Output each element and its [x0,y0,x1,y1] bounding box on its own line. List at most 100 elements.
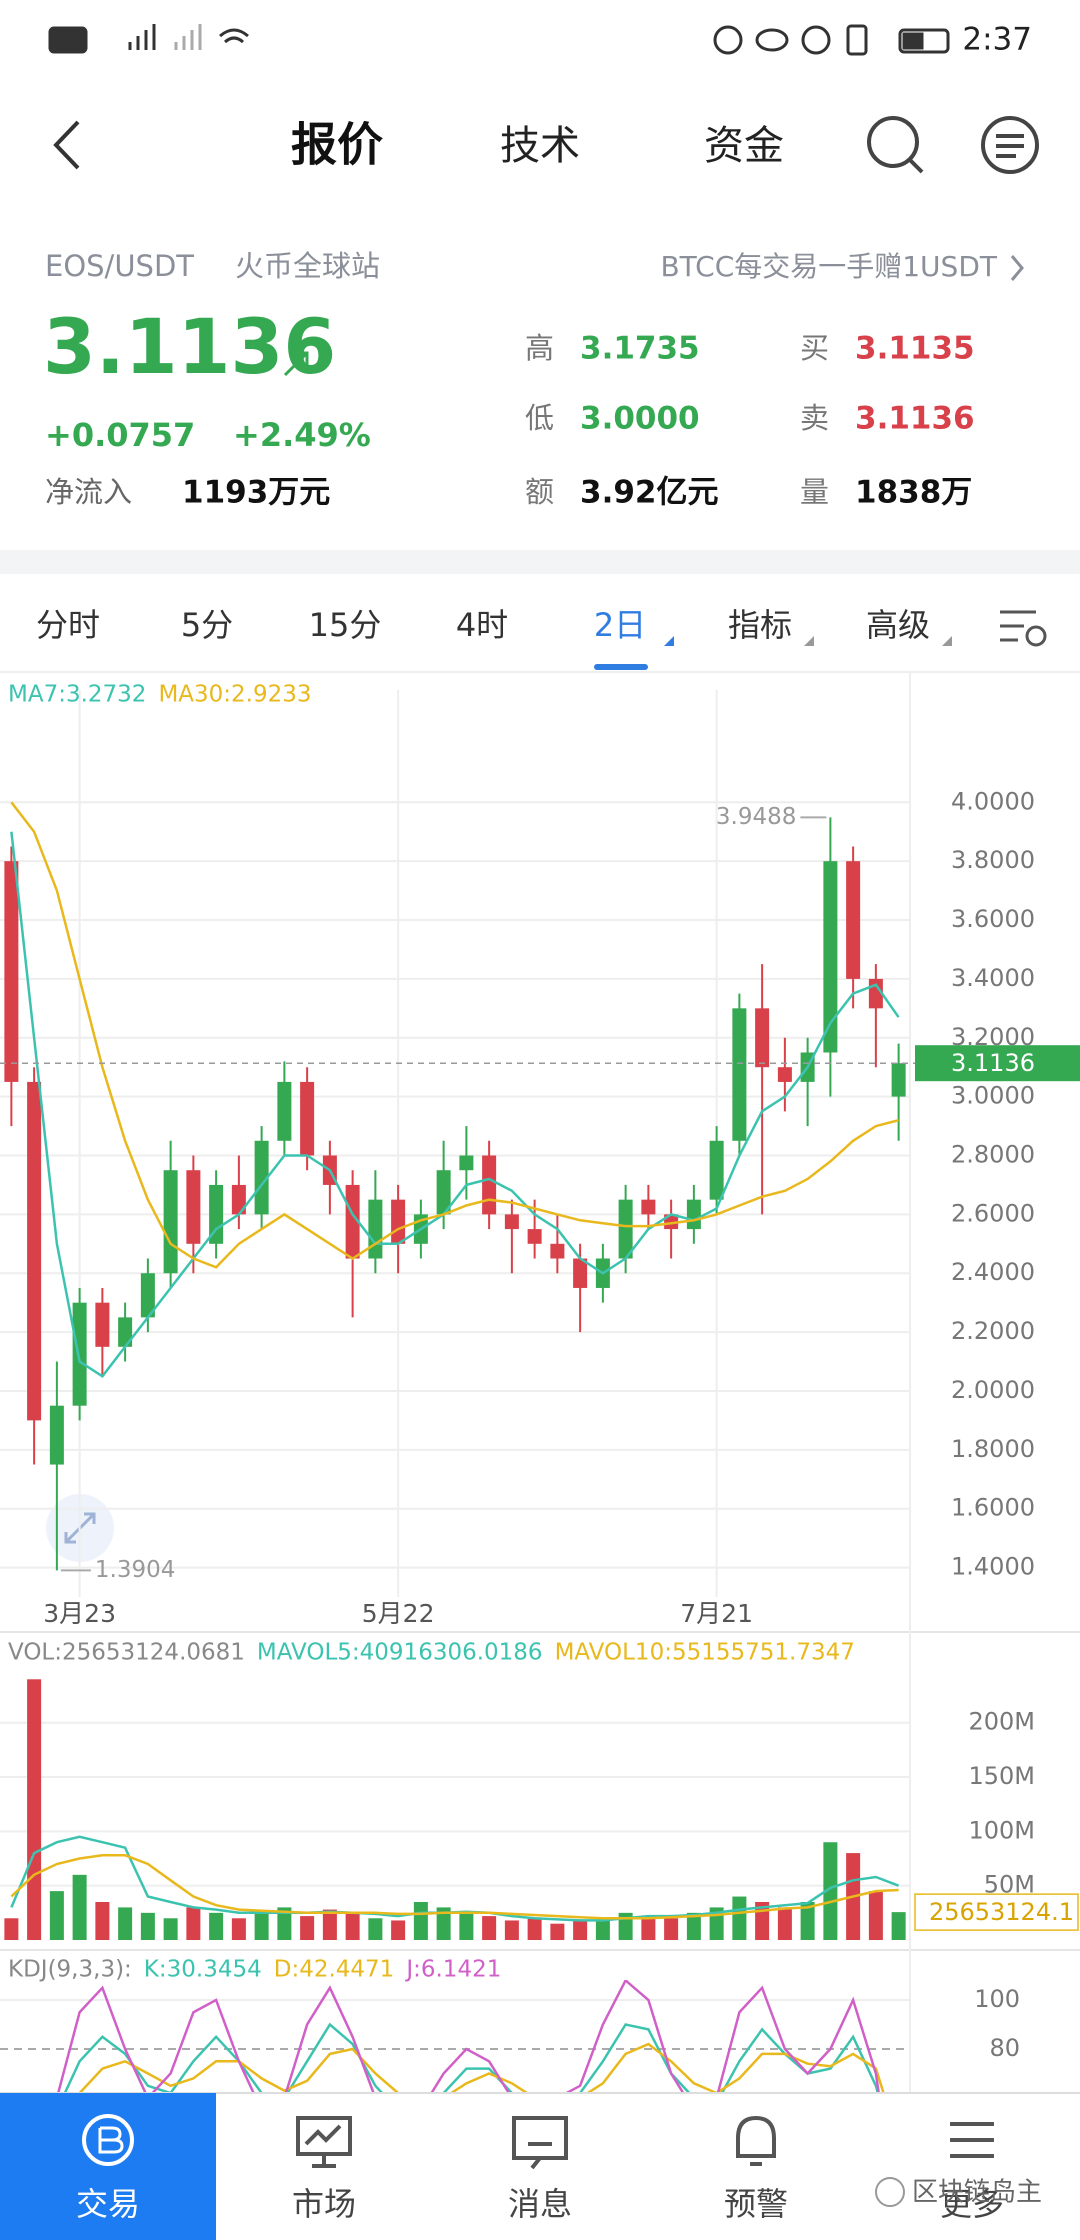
stat-label: 买 [800,331,829,365]
stat-value: 3.1136 [855,401,975,437]
y-tick-label: 3.8000 [951,846,1035,874]
separator [0,550,1080,574]
candle-body [345,1184,360,1259]
volume-bar [595,1918,610,1940]
legend-entry: KDJ(9,3,3): [8,1957,132,1983]
legend-entry: MAVOL5:40916306.0186 [257,1640,543,1666]
volume-bar [231,1918,246,1940]
promo-arrow[interactable] [1010,255,1024,281]
volume-bar [573,1920,588,1940]
candle-body [573,1258,588,1288]
search-button[interactable] [867,116,924,174]
period-tab[interactable]: 5分 [181,606,233,644]
dropdown-caret [664,636,674,646]
y-tick-label: 1.6000 [951,1494,1035,1522]
volume-bar [72,1874,87,1940]
legend-entry: VOL:25653124.0681 [8,1640,245,1666]
y-tick-label: 4.0000 [951,787,1035,815]
volume-bar [118,1907,133,1940]
volume-bar [550,1923,565,1940]
y-tick-label: 2.2000 [951,1317,1035,1345]
volume-bar [391,1920,406,1940]
y-tick-label: 2.8000 [951,1141,1035,1169]
back-button[interactable] [53,120,80,170]
nav-item[interactable]: 消息 [508,2185,572,2223]
candle-body [755,1008,770,1068]
stat-label: 低 [525,401,554,435]
nav-item[interactable]: 交易 [76,2185,140,2223]
volume-bar [413,1901,428,1940]
volume-bar [686,1912,701,1940]
volume-bar [322,1909,337,1940]
volume-bar [527,1918,542,1940]
stat-value: 1838万 [855,475,972,511]
volume-bar [823,1842,838,1940]
candle-body [300,1081,315,1156]
nav-item[interactable]: 预警 [724,2185,788,2223]
last-price-tag [915,1045,1080,1082]
candle-body [618,1199,633,1259]
candle-body [504,1214,519,1230]
nav-tab[interactable]: 报价 [291,118,383,172]
legend-entry: MA7:3.2732 [8,682,146,708]
legend-entry: D:42.4471 [274,1957,395,1983]
candle-body [527,1229,542,1244]
candle-body [846,861,861,979]
period-tab[interactable]: 分时 [36,606,100,644]
stat-label: 量 [800,475,829,509]
candle-body [732,1008,747,1141]
y-tick-label: 3.6000 [951,905,1035,933]
legend-entry: MAVOL10:55155751.7347 [555,1640,855,1666]
stat-label: 高 [525,331,554,365]
stat-value: 3.1135 [855,331,975,367]
x-tick-label: 3月23 [43,1599,116,1628]
low-label: 1.3904 [95,1557,175,1583]
indicator-line [77,2042,885,2093]
high-label: 3.9488 [716,804,796,830]
watermark: 区块链岛主 [912,2178,1042,2208]
candle-body [686,1199,701,1230]
volume-bar [186,1907,201,1940]
candle-body [368,1199,383,1259]
candle-body [482,1155,497,1215]
status-time: 2:37 [962,22,1032,58]
volume-bar [163,1918,178,1940]
candle-body [550,1243,565,1259]
y-tick-label: 100 [974,1985,1020,2013]
settings-icon[interactable] [1000,610,1047,647]
menu-button[interactable] [981,116,1039,174]
net-inflow-label: 净流入 [45,475,132,509]
period-tab[interactable]: 15分 [309,606,382,644]
y-tick-label: 3.0000 [951,1082,1035,1110]
promo[interactable]: BTCC每交易一手赠1USDT [660,250,997,283]
legend-entry: J:6.1421 [404,1957,501,1983]
period-tab[interactable]: 2日 [594,606,646,644]
indicator-line [10,801,899,1269]
candle-body [209,1184,224,1244]
candle-body [709,1140,724,1200]
y-tick-label: 200M [968,1708,1035,1736]
y-tick-label: 150M [968,1762,1035,1790]
volume-bar [641,1916,656,1940]
volume-bar [504,1920,519,1940]
x-tick-label: 5月22 [362,1599,435,1628]
volume-bar [459,1912,474,1940]
period-tab[interactable]: 指标 [728,606,792,644]
volume-bar [4,1918,19,1940]
candle-body [95,1302,110,1347]
volume-bar [209,1912,224,1940]
nav-item[interactable]: 市场 [292,2185,356,2223]
nav-tab[interactable]: 资金 [704,123,784,169]
volume-bar [345,1912,360,1940]
y-tick-label: 1.4000 [951,1553,1035,1581]
volume-bar [368,1918,383,1940]
volume-bar [95,1901,110,1940]
candle-body [27,1081,42,1421]
nav-tab[interactable]: 技术 [500,123,580,169]
period-tab[interactable]: 高级 [866,606,930,644]
volume-bar [664,1918,679,1940]
x-tick-label: 7月21 [680,1599,753,1628]
period-tab[interactable]: 4时 [456,606,508,644]
nav-item[interactable]: 更多 [940,2185,1004,2223]
